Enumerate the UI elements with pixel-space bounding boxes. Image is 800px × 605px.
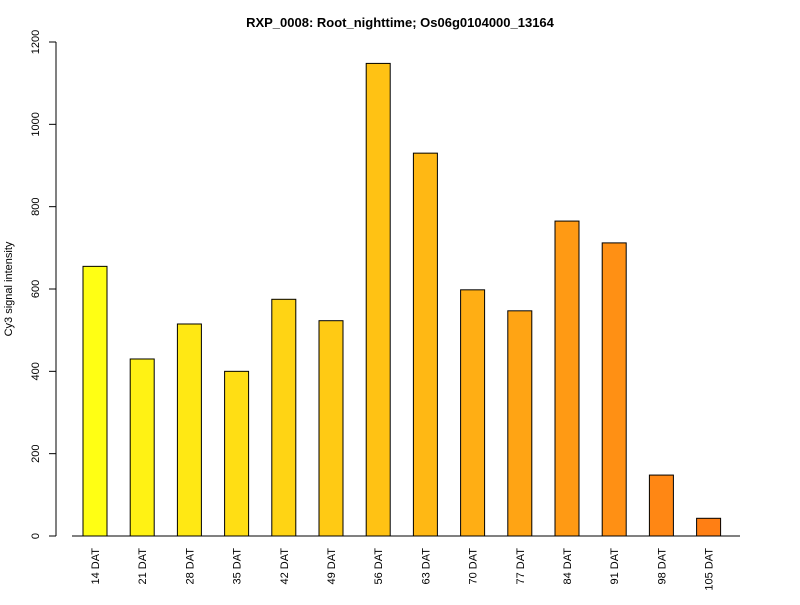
bar-14-dat: [82, 265, 108, 537]
y-tick-label: 600: [30, 280, 42, 298]
y-tick-label: 0: [30, 533, 42, 539]
y-tick-label: 1000: [30, 112, 42, 136]
x-axis-labels: 14 DAT 21 DAT 28 DAT 35 DAT 42 DAT 49 DAT 56 D…: [90, 548, 716, 591]
y-axis: 0 200 400 600 800 1000 1200: [30, 30, 57, 539]
y-tick-label: 800: [30, 197, 42, 215]
x-tick-label: 21 DAT: [137, 548, 149, 585]
x-tick-label: 105 DAT: [704, 548, 716, 591]
x-tick-label: 42 DAT: [279, 548, 291, 585]
x-tick-label: 56 DAT: [373, 548, 385, 585]
x-tick-label: 77 DAT: [515, 548, 527, 585]
x-tick-label: 98 DAT: [656, 548, 668, 585]
bars-group: [82, 62, 722, 537]
bar-56-dat: [365, 62, 391, 537]
bar-98-dat: [648, 474, 674, 537]
bar-70-dat: [460, 289, 486, 537]
bar-21-dat: [129, 358, 155, 537]
bar-49-dat: [318, 320, 344, 537]
chart-title: RXP_0008: Root_nighttime; Os06g0104000_1…: [246, 15, 555, 30]
bar-77-dat: [507, 310, 533, 537]
x-tick-label: 49 DAT: [326, 548, 338, 585]
bar-63-dat: [412, 152, 438, 537]
x-tick-label: 28 DAT: [184, 548, 196, 585]
bar-84-dat: [554, 220, 580, 537]
x-tick-label: 63 DAT: [420, 548, 432, 585]
bar-35-dat: [224, 370, 250, 537]
x-tick-label: 91 DAT: [609, 548, 621, 585]
bar-91-dat: [601, 242, 627, 537]
y-axis-label: Cy3 signal intensity: [3, 241, 15, 336]
y-tick-label: 200: [30, 444, 42, 462]
bar-105-dat: [696, 517, 722, 537]
y-tick-label: 400: [30, 362, 42, 380]
x-tick-label: 84 DAT: [562, 548, 574, 585]
x-tick-label: 35 DAT: [232, 548, 244, 585]
x-tick-label: 70 DAT: [468, 548, 480, 585]
bar-42-dat: [271, 298, 297, 537]
y-tick-label: 1200: [30, 30, 42, 54]
bar-28-dat: [176, 323, 202, 537]
x-tick-label: 14 DAT: [90, 548, 102, 585]
